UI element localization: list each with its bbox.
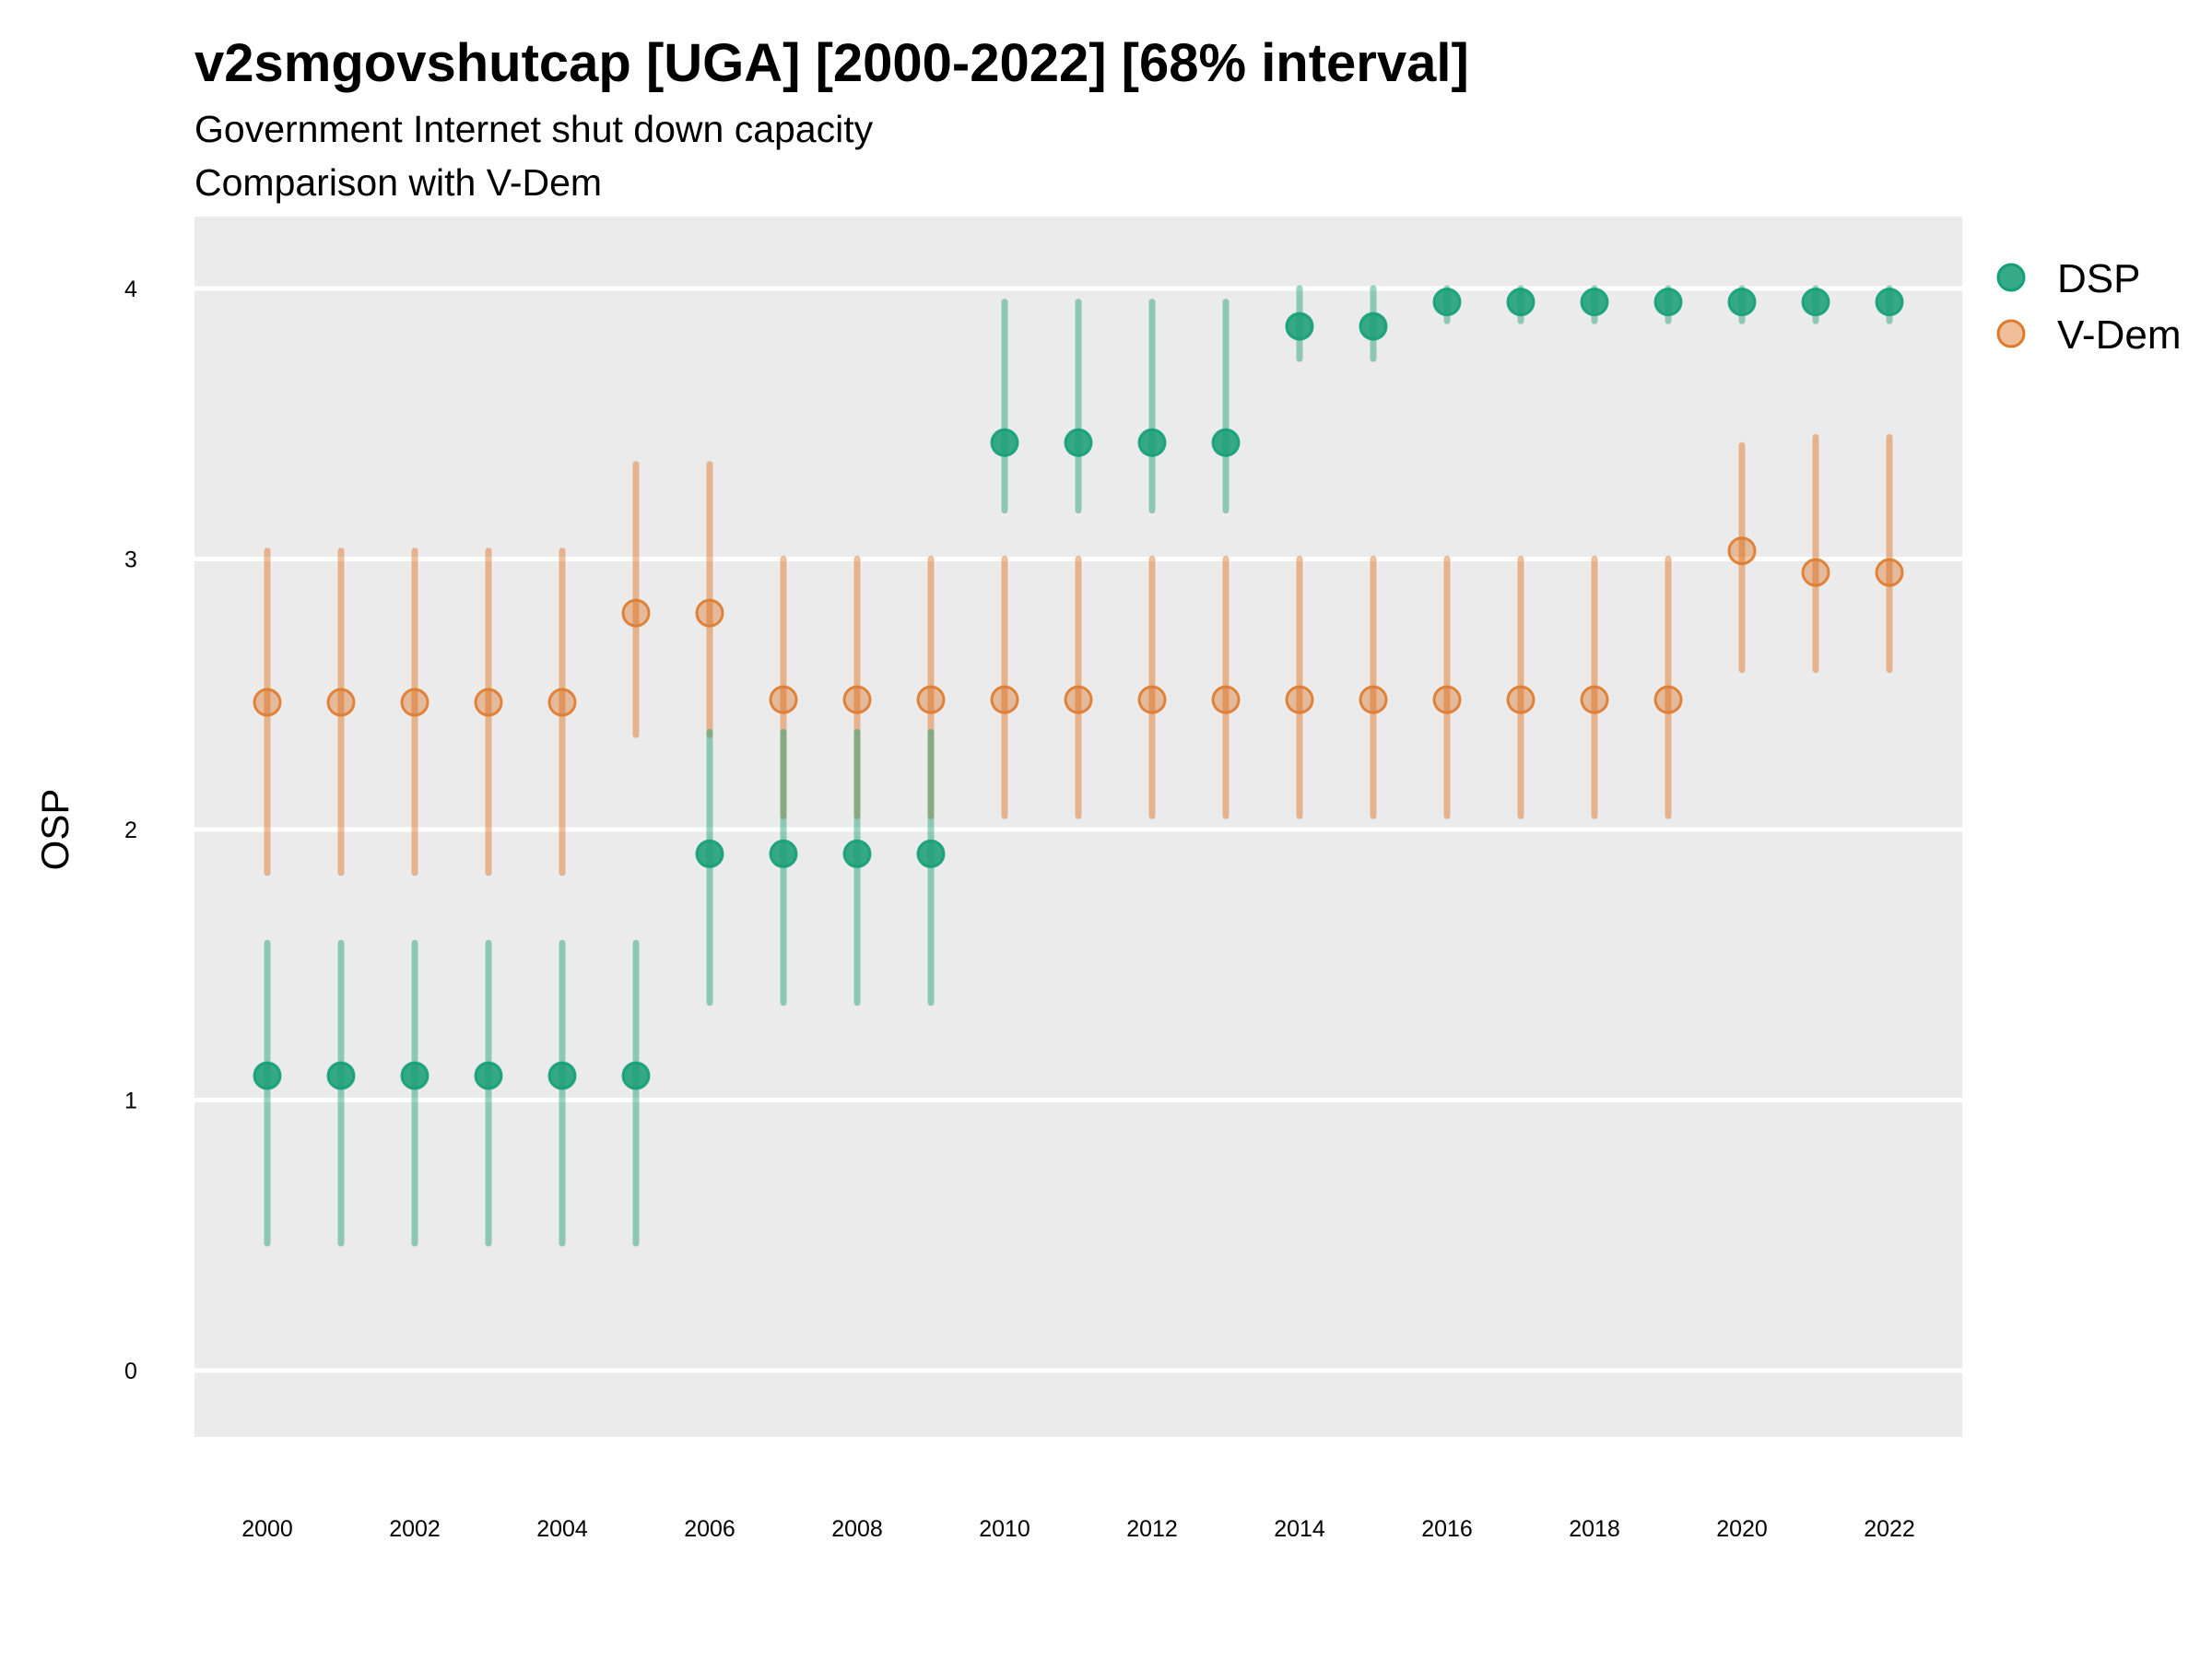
v-dem-point-2005 [621, 598, 651, 628]
plot-panel [194, 217, 1962, 1437]
dsp-point-2012 [1137, 428, 1167, 457]
dsp-point-2008 [842, 839, 872, 868]
dsp-point-2017 [1506, 288, 1535, 317]
x-tick-label: 2022 [1864, 1516, 1915, 1542]
v-dem-point-2022 [1875, 558, 1904, 587]
x-tick-label: 2006 [684, 1516, 735, 1542]
chart-subtitle-2: Comparison with V-Dem [194, 161, 603, 204]
v-dem-point-2020 [1727, 536, 1757, 566]
dsp-point-2005 [621, 1061, 651, 1090]
x-tick-label: 2008 [831, 1516, 883, 1542]
x-tick-label: 2018 [1569, 1516, 1620, 1542]
x-tick-label: 2004 [536, 1516, 588, 1542]
y-axis-tick-labels: 0 1 2 3 4 [124, 276, 137, 1384]
gridlines [194, 286, 1962, 1373]
legend-label-dsp: DSP [2057, 256, 2140, 301]
y-tick-label: 0 [124, 1359, 137, 1384]
v-dem-point-2000 [253, 688, 282, 717]
v-dem-point-2011 [1064, 685, 1093, 714]
dsp-point-2007 [769, 839, 798, 868]
v-dem-point-2015 [1359, 685, 1388, 714]
v-dem-point-2008 [842, 685, 872, 714]
dsp-point-2001 [326, 1061, 356, 1090]
point-markers [253, 288, 1904, 1090]
x-axis-tick-labels: 2000 2002 2004 2006 2008 2010 2012 2014 2016 2018… [241, 1516, 1915, 1542]
v-dem-point-2012 [1137, 685, 1167, 714]
x-tick-label: 2014 [1274, 1516, 1325, 1542]
x-tick-label: 2016 [1421, 1516, 1473, 1542]
dsp-point-2011 [1064, 428, 1093, 457]
y-axis-label: OSP [33, 789, 76, 871]
dsp-point-2009 [916, 839, 946, 868]
legend-key-dsp [1996, 263, 2026, 292]
dsp-point-2013 [1211, 428, 1241, 457]
y-tick-label: 1 [124, 1088, 137, 1114]
v-dem-point-2018 [1580, 685, 1609, 714]
dsp-point-2016 [1432, 288, 1462, 317]
x-tick-label: 2000 [241, 1516, 293, 1542]
v-dem-point-2013 [1211, 685, 1241, 714]
dsp-point-2021 [1801, 288, 1830, 317]
dsp-point-2000 [253, 1061, 282, 1090]
dsp-point-2014 [1285, 312, 1314, 341]
v-dem-point-2019 [1653, 685, 1683, 714]
v-dem-point-2017 [1506, 685, 1535, 714]
v-dem-point-2004 [547, 688, 577, 717]
dsp-point-2002 [400, 1061, 429, 1090]
dsp-point-2019 [1653, 288, 1683, 317]
legend: DSP V-Dem [1996, 256, 2181, 358]
y-tick-label: 4 [124, 276, 137, 302]
legend-key-v-dem [1996, 319, 2026, 348]
dsp-point-2003 [474, 1061, 503, 1090]
x-tick-label: 2002 [389, 1516, 441, 1542]
dsp-point-2015 [1359, 312, 1388, 341]
y-tick-label: 2 [124, 818, 137, 843]
dsp-point-2004 [547, 1061, 577, 1090]
dsp-point-2006 [695, 839, 724, 868]
dsp-point-2022 [1875, 288, 1904, 317]
x-tick-label: 2020 [1716, 1516, 1768, 1542]
v-dem-point-2006 [695, 598, 724, 628]
v-dem-point-2021 [1801, 558, 1830, 587]
v-dem-point-2002 [400, 688, 429, 717]
v-dem-point-2010 [990, 685, 1019, 714]
v-dem-point-2001 [326, 688, 356, 717]
v-dem-point-2016 [1432, 685, 1462, 714]
dsp-point-2018 [1580, 288, 1609, 317]
legend-label-v-dem: V-Dem [2057, 312, 2181, 358]
x-tick-label: 2010 [979, 1516, 1030, 1542]
dsp-point-2010 [990, 428, 1019, 457]
v-dem-point-2007 [769, 685, 798, 714]
chart-title: v2smgovshutcap [UGA] [2000-2022] [68% in… [194, 33, 1469, 93]
x-tick-label: 2012 [1126, 1516, 1178, 1542]
chart-subtitle: Government Internet shut down capacity [194, 108, 874, 150]
v-dem-point-2003 [474, 688, 503, 717]
v-dem-point-2014 [1285, 685, 1314, 714]
y-tick-label: 3 [124, 547, 137, 573]
v-dem-point-2009 [916, 685, 946, 714]
dsp-point-2020 [1727, 288, 1757, 317]
